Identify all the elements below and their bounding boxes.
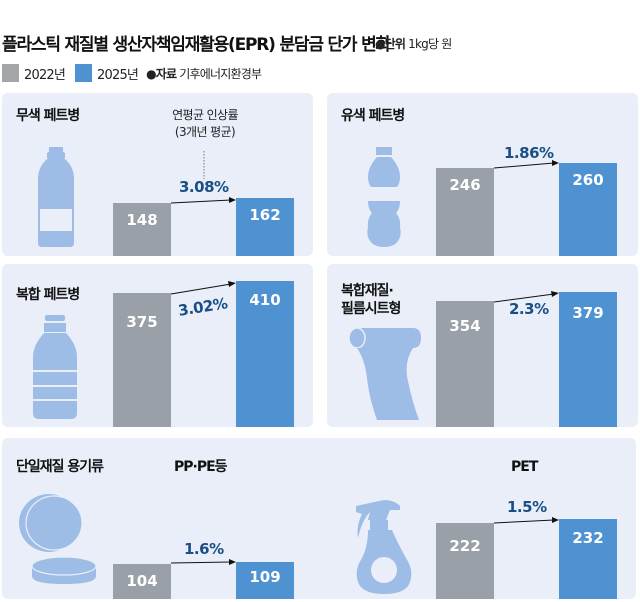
bar-value-2022: 148 [126,211,158,229]
panel-film-sheet: 복합재질· 필름시트형 354 379 2.3% [327,264,638,427]
bar-2022: 375 [113,293,171,427]
subgroup-label-pp-pe: PP·PE등 [174,459,228,475]
panel-title-line1: 복합재질· [341,283,394,299]
annotation-annual-rate: 연평균 인상률 (3개년 평균) [150,107,260,141]
unit-label: ●단위 [375,37,406,51]
panel-title: 무색 페트병 [16,108,80,124]
bar-2025-pp-pe: 109 [236,562,294,599]
increase-arrow [493,291,559,303]
bar-2025: 162 [236,198,294,256]
rate-label: 1.5% [507,498,547,516]
bar-value-2025: 109 [249,568,281,586]
bar-2022: 148 [113,203,171,256]
panel-composite-pet: 복합 페트병 375 410 3.02% [2,264,313,427]
bar-2022-pet: 222 [436,523,494,599]
colored-pet-bottle-icon [367,147,401,247]
panel-clear-pet: 무색 페트병 연평균 인상률 (3개년 평균) 148 162 3.08% [2,93,313,256]
legend: 2022년 2025년 ●자료 기후에너지환경부 [2,64,262,83]
bar-value-2025: 162 [249,206,281,224]
bar-value-2022: 246 [449,176,481,194]
bar-2025-pet: 232 [559,519,617,599]
increase-arrow [170,281,236,295]
increase-arrow [493,160,559,169]
bar-value-2025: 260 [572,171,604,189]
legend-label-2022: 2022년 [24,67,66,83]
bar-value-2025: 379 [572,304,604,322]
bar-2022: 354 [436,301,494,427]
rate-label: 1.86% [504,144,554,162]
bar-value-2025: 410 [249,291,281,309]
increase-arrow [170,559,236,565]
annotation-line2: (3개년 평균) [174,125,236,139]
spray-bottle-icon [356,500,412,594]
legend-label-2025: 2025년 [97,67,139,83]
subgroup-label-pet: PET [511,459,538,475]
panel-title: 복합재질· 필름시트형 [341,282,401,318]
bar-value-2022: 104 [126,572,158,590]
panel-title-line2: 필름시트형 [341,301,401,317]
rate-label: 1.6% [184,540,224,558]
panel-title: 단일재질 용기류 [16,459,104,475]
bar-2022-pp-pe: 104 [113,564,171,599]
panel-colored-pet: 유색 페트병 246 260 1.86% [327,93,638,256]
increase-arrow [170,197,236,204]
bar-2022: 246 [436,168,494,256]
source-note: ●자료 기후에너지환경부 [146,65,262,82]
bar-value-2025: 232 [572,529,604,547]
bar-value-2022: 222 [449,537,481,555]
source-label: ●자료 [146,66,177,81]
bar-value-2022: 375 [126,313,158,331]
bar-2025: 410 [236,281,294,427]
container-lid-icon [19,494,96,584]
panel-single-material-containers: 단일재질 용기류 PP·PE등 PET 104 109 1.6% 222 232… [2,438,636,599]
annotation-line1: 연평균 인상률 [172,108,238,122]
film-sheet-roll-icon [348,327,421,420]
composite-pet-bottle-icon [33,315,77,419]
bar-2025: 260 [559,163,617,256]
legend-swatch-2022 [2,64,19,82]
rate-label: 2.3% [509,300,549,318]
source-value: 기후에너지환경부 [176,66,262,81]
clear-pet-bottle-icon [38,147,74,247]
increase-arrow [493,517,559,524]
panel-title: 유색 페트병 [341,108,405,124]
bar-value-2022: 354 [449,317,481,335]
rate-label: 3.08% [179,178,229,196]
bar-2025: 379 [559,292,617,427]
panel-title: 복합 페트병 [16,287,80,303]
annotation-leader-line [203,151,205,179]
chart-title: 플라스틱 재질별 생산자책임재활용(EPR) 분담금 단가 변화 [2,35,391,55]
unit-note: ●단위 1kg당 원 [375,35,452,52]
legend-swatch-2025 [75,64,93,82]
unit-value: 1kg당 원 [405,37,452,51]
